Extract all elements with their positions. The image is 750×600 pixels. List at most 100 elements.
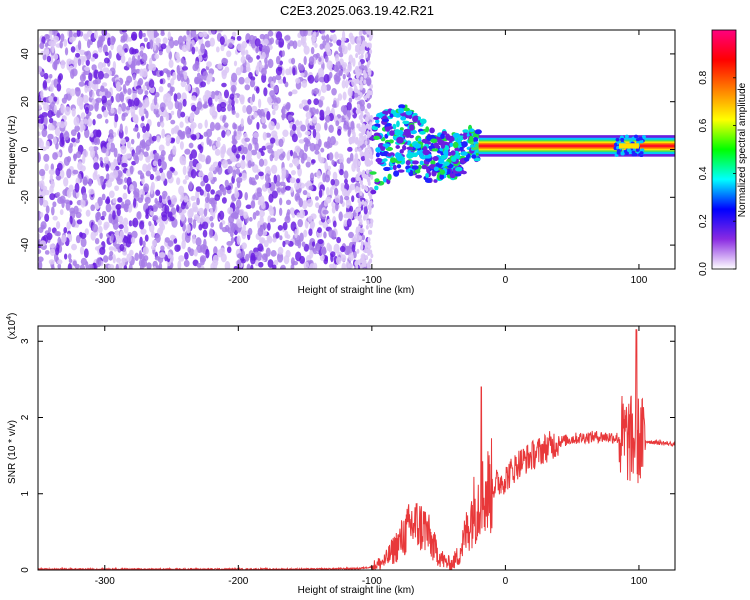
noise-blob [48, 259, 55, 265]
noise-blob [59, 209, 64, 216]
noise-blob [365, 242, 369, 248]
noise-blob [177, 102, 183, 111]
noise-blob [310, 46, 315, 55]
noise-blob [334, 187, 338, 196]
noise-blob [186, 30, 190, 36]
noise-blob [301, 80, 308, 88]
noise-blob [145, 123, 150, 132]
noise-blob [358, 61, 362, 67]
noise-blob [231, 144, 237, 154]
noise-blob [279, 197, 283, 206]
noise-blob [226, 148, 231, 156]
noise-blob [326, 186, 330, 196]
noise-blob [154, 53, 160, 60]
noise-blob [275, 180, 281, 187]
signal-blob [626, 148, 631, 152]
noise-blob [357, 89, 361, 95]
signal-blob [389, 130, 395, 136]
noise-blob [162, 193, 166, 200]
noise-blob [212, 259, 219, 267]
noise-blob [250, 264, 254, 269]
noise-blob [56, 83, 62, 92]
noise-blob [279, 148, 284, 154]
noise-blob [200, 81, 207, 88]
noise-blob [364, 41, 368, 47]
noise-blob [84, 106, 89, 115]
noise-blob [344, 195, 350, 201]
noise-blob [244, 84, 251, 91]
noise-blob [44, 42, 49, 48]
noise-blob [332, 171, 338, 181]
signal-blob [383, 166, 391, 172]
noise-blob [330, 253, 334, 263]
signal-blob [382, 176, 388, 183]
noise-blob [247, 227, 253, 236]
noise-blob [99, 90, 106, 97]
noise-blob [362, 69, 366, 75]
noise-blob [204, 40, 211, 48]
noise-blob [355, 208, 359, 214]
noise-blob [314, 243, 321, 252]
noise-blob [289, 207, 295, 216]
noise-blob [141, 177, 145, 185]
noise-blob [231, 110, 236, 116]
noise-blob [340, 39, 345, 49]
noise-blob [200, 43, 206, 54]
noise-blob [133, 152, 139, 161]
noise-blob [364, 116, 368, 122]
noise-blob [261, 253, 268, 261]
noise-blob [99, 232, 103, 240]
noise-blob [224, 179, 229, 188]
noise-blob [142, 246, 149, 255]
noise-blob [355, 260, 359, 266]
noise-blob [219, 185, 225, 192]
noise-blob [208, 167, 213, 172]
noise-blob [264, 181, 270, 189]
noise-blob [80, 257, 87, 266]
noise-blob [307, 74, 315, 84]
noise-blob [177, 260, 182, 269]
noise-blob [196, 197, 200, 206]
noise-blob [134, 252, 139, 262]
noise-blob [345, 261, 350, 269]
noise-blob [297, 218, 304, 228]
noise-blob [266, 96, 273, 104]
noise-blob [93, 137, 98, 146]
noise-blob [223, 122, 229, 128]
noise-blob [369, 49, 373, 55]
signal-blob [430, 160, 436, 165]
noise-blob [298, 197, 303, 208]
noise-blob [197, 122, 203, 130]
noise-blob [100, 85, 105, 93]
noise-blob [161, 214, 168, 222]
noise-blob [190, 122, 197, 129]
noise-blob [208, 197, 216, 203]
noise-blob [256, 121, 260, 130]
noise-blob [102, 44, 108, 54]
noise-blob [351, 195, 355, 203]
noise-blob [187, 246, 192, 253]
noise-blob [302, 189, 308, 196]
noise-blob [52, 215, 58, 221]
noise-blob [307, 98, 312, 105]
noise-blob [83, 33, 88, 40]
noise-blob [116, 235, 123, 244]
noise-blob [100, 175, 104, 186]
noise-blob [316, 170, 322, 179]
noise-blob [331, 230, 337, 240]
noise-blob [367, 177, 371, 183]
signal-blob [369, 171, 377, 175]
noise-blob [105, 173, 110, 181]
noise-blob [269, 207, 275, 216]
noise-blob [122, 84, 127, 93]
noise-blob [61, 97, 67, 104]
noise-blob [38, 248, 42, 255]
noise-blob [155, 170, 161, 176]
noise-blob [347, 42, 352, 51]
noise-blob [263, 158, 268, 167]
noise-blob [252, 131, 259, 139]
noise-blob [124, 199, 131, 206]
noise-blob [200, 180, 206, 187]
signal-blob [373, 116, 380, 120]
noise-blob [185, 84, 192, 92]
